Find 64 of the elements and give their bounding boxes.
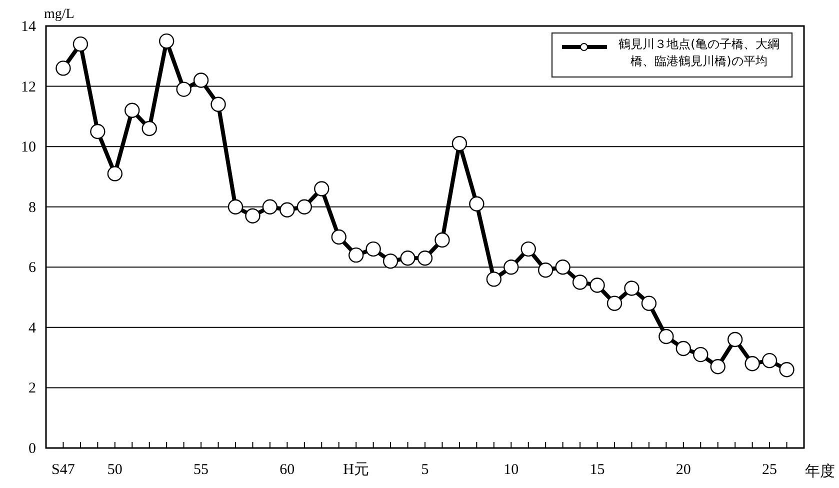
x-axis-title: 年度	[805, 463, 835, 480]
legend-label: 鶴見川３地点(亀の子橋、大綱橋、臨港鶴見川橋)の平均	[618, 36, 780, 70]
point	[210, 96, 226, 112]
point	[193, 72, 209, 88]
point	[314, 181, 330, 196]
point	[124, 102, 140, 118]
point	[486, 272, 502, 287]
point	[142, 120, 157, 136]
point	[658, 328, 674, 344]
point	[590, 278, 605, 293]
point	[382, 254, 398, 269]
point	[56, 60, 71, 76]
y-tick-label: 4	[28, 320, 36, 336]
point	[280, 202, 295, 218]
x-tick-label: 15	[590, 462, 605, 478]
point	[158, 33, 174, 49]
point	[72, 36, 88, 52]
point	[538, 262, 554, 278]
point	[434, 232, 450, 248]
point	[744, 356, 760, 372]
point	[366, 241, 381, 257]
point	[572, 274, 588, 290]
x-tick-label: 10	[504, 462, 519, 478]
point	[262, 199, 278, 214]
point	[90, 124, 106, 140]
y-tick-label: 10	[21, 140, 36, 156]
point	[676, 340, 692, 356]
point	[504, 260, 519, 275]
point	[331, 229, 346, 245]
x-tick-label: 55	[194, 462, 209, 478]
point	[555, 260, 570, 275]
point	[693, 346, 708, 362]
x-tick-label: 5	[421, 462, 429, 478]
y-tick-label: 0	[28, 441, 36, 457]
point	[348, 247, 364, 263]
point	[624, 280, 640, 296]
point	[710, 359, 726, 374]
point	[228, 199, 244, 214]
y-tick-label: 6	[28, 260, 36, 276]
x-tick-label: 60	[280, 462, 295, 478]
y-tick-label: 8	[28, 200, 36, 216]
point	[762, 352, 778, 368]
point	[520, 241, 536, 257]
point	[296, 199, 312, 214]
x-tick-label: 25	[762, 462, 778, 478]
y-tick-label: 2	[28, 380, 36, 397]
point	[400, 250, 416, 266]
y-axis-title: mg/L	[44, 7, 74, 22]
x-tick-label: 50	[107, 462, 122, 478]
x-tick-label: 20	[676, 462, 691, 478]
point	[107, 166, 123, 182]
point	[417, 250, 433, 266]
x-tick-label: H元	[343, 462, 370, 478]
point	[779, 362, 794, 378]
y-tick-label: 14	[21, 19, 36, 35]
point	[469, 196, 484, 212]
point	[245, 208, 260, 224]
y-tick-label: 12	[21, 79, 36, 96]
point	[606, 296, 622, 311]
point	[176, 82, 192, 97]
x-tick-label: S47	[52, 462, 76, 478]
point	[727, 332, 743, 348]
point	[452, 136, 468, 152]
point	[641, 296, 657, 311]
